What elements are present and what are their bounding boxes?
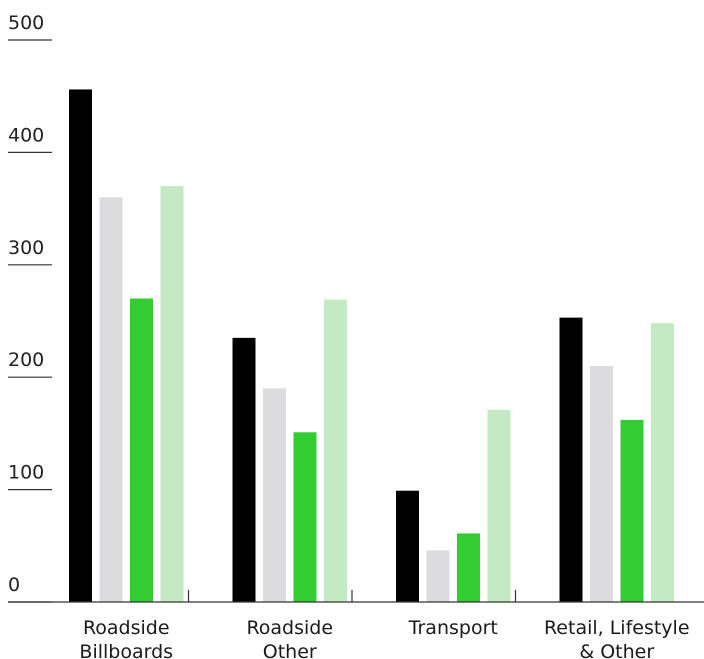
x-category-label: & Other: [579, 641, 654, 659]
y-tick-label: 100: [8, 462, 44, 484]
y-tick-label: 500: [8, 12, 44, 34]
x-category-label: Billboards: [79, 641, 173, 659]
bar: [324, 299, 347, 602]
y-tick-label: 400: [8, 124, 44, 146]
bar: [487, 409, 511, 602]
bar: [457, 533, 480, 602]
bar: [263, 388, 286, 602]
bars: [69, 89, 674, 603]
y-tick-label: 0: [8, 574, 20, 596]
bar: [590, 365, 613, 602]
x-category-label: Transport: [408, 617, 498, 639]
x-category-label: Roadside: [83, 617, 170, 639]
x-category-label: Retail, Lifestyle: [544, 617, 690, 639]
bar: [130, 298, 153, 602]
bar: [396, 490, 419, 602]
x-category-label: Other: [263, 641, 317, 659]
bar: [160, 186, 184, 602]
x-axis: Roadside Billboards Roadside Other Transport…: [79, 590, 690, 659]
x-category-label: Roadside: [246, 617, 333, 639]
bar: [651, 323, 674, 602]
bar: [232, 337, 256, 602]
bar: [559, 317, 583, 602]
bar: [293, 432, 317, 602]
y-tick-label: 300: [8, 237, 44, 259]
bar: [620, 419, 644, 602]
bar: [426, 550, 450, 602]
bar: [69, 89, 92, 603]
y-tick-label: 200: [8, 349, 44, 371]
y-axis: 0 100 200 300 400 500: [8, 12, 52, 603]
bar: [99, 197, 123, 603]
